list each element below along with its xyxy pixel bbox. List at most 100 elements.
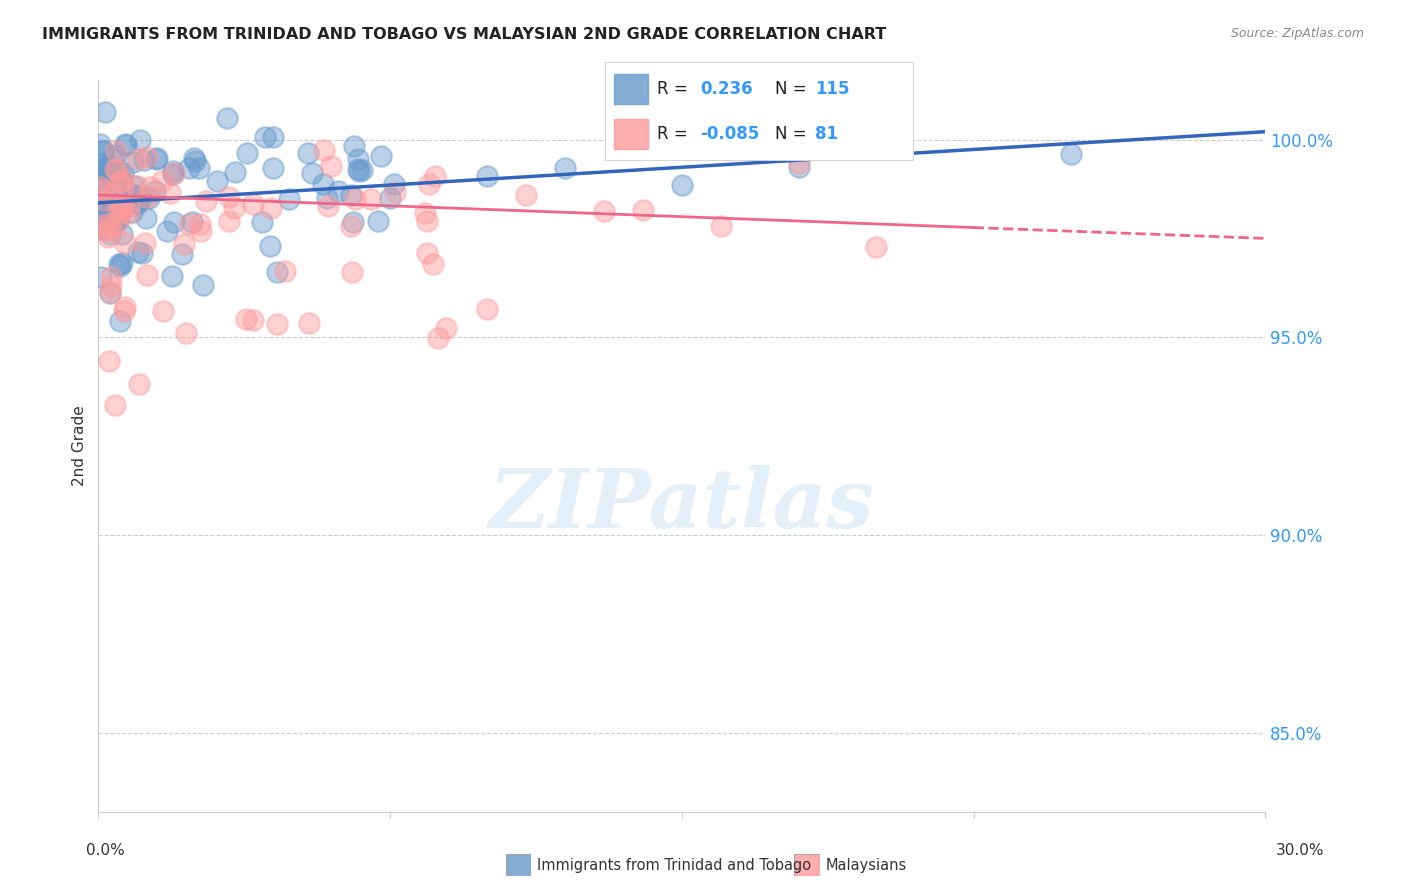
Point [139,180,162,194]
Point [236,145,259,160]
Point [98,285,121,300]
Point [215,112,238,126]
Point [347,162,370,177]
Point [162,164,184,178]
Point [180,214,202,228]
Point [98,213,121,227]
Point [100,195,122,210]
Point [104,203,127,218]
Point [122,188,145,202]
Point [262,130,284,145]
Point [112,303,135,318]
Point [143,184,166,198]
Text: 0.0%: 0.0% [86,843,125,858]
Point [98,227,121,242]
Point [242,313,264,327]
Point [108,184,131,198]
Point [190,224,212,238]
Point [163,166,186,180]
Point [380,191,402,205]
Point [121,154,143,169]
Point [104,219,127,233]
Point [259,238,281,252]
Text: IMMIGRANTS FROM TRINIDAD AND TOBAGO VS MALAYSIAN 2ND GRADE CORRELATION CHART: IMMIGRANTS FROM TRINIDAD AND TOBAGO VS M… [42,27,886,42]
Point [129,192,152,206]
Point [96,164,118,178]
Point [434,321,457,335]
Point [787,156,810,170]
Point [125,196,148,211]
Point [90,158,112,172]
Point [360,192,382,206]
Point [242,197,264,211]
Point [159,186,181,201]
Text: Source: ZipAtlas.com: Source: ZipAtlas.com [1230,27,1364,40]
Point [316,199,339,213]
Point [631,203,654,218]
Point [477,169,499,183]
Text: Immigrants from Trinidad and Tobago: Immigrants from Trinidad and Tobago [537,858,811,872]
Point [340,188,363,202]
Text: Malaysians: Malaysians [825,858,907,872]
Point [418,178,440,192]
Point [250,215,273,229]
Point [184,153,207,168]
Point [156,224,179,238]
Point [135,150,157,164]
Text: ZIPatlas: ZIPatlas [489,465,875,544]
Point [127,152,149,166]
Point [118,206,141,220]
Point [94,195,117,210]
Text: N =: N = [775,80,811,98]
Point [97,186,120,201]
Text: N =: N = [775,125,811,143]
Point [710,219,733,234]
Point [98,285,121,299]
Point [100,279,122,293]
Point [100,161,122,175]
Point [136,190,159,204]
Point [152,303,174,318]
Point [340,219,363,234]
Point [416,214,439,228]
Point [218,214,240,228]
Point [162,167,184,181]
Point [89,194,111,209]
Point [129,133,152,147]
Point [170,247,193,261]
Point [108,175,131,189]
Point [89,137,111,152]
Point [98,354,121,368]
Text: 30.0%: 30.0% [1277,843,1324,858]
Point [277,192,299,206]
Point [107,164,129,178]
Point [103,213,125,227]
Point [321,159,343,173]
Point [382,178,405,192]
Text: 81: 81 [815,125,838,143]
Point [316,191,339,205]
Point [787,160,810,174]
Point [312,143,335,157]
Point [104,144,127,158]
Point [312,177,335,191]
Point [326,185,349,199]
Point [205,174,228,188]
Point [160,268,183,283]
Point [191,278,214,293]
Point [107,172,129,186]
Point [110,191,132,205]
Point [865,240,887,254]
Point [105,171,128,186]
Point [187,161,209,175]
Point [426,331,449,345]
Point [183,151,205,165]
Point [111,198,134,212]
Bar [614,74,648,103]
Point [100,270,122,285]
Point [111,256,134,270]
Point [671,178,693,192]
Point [135,268,157,283]
Point [101,152,124,166]
Point [477,301,499,316]
